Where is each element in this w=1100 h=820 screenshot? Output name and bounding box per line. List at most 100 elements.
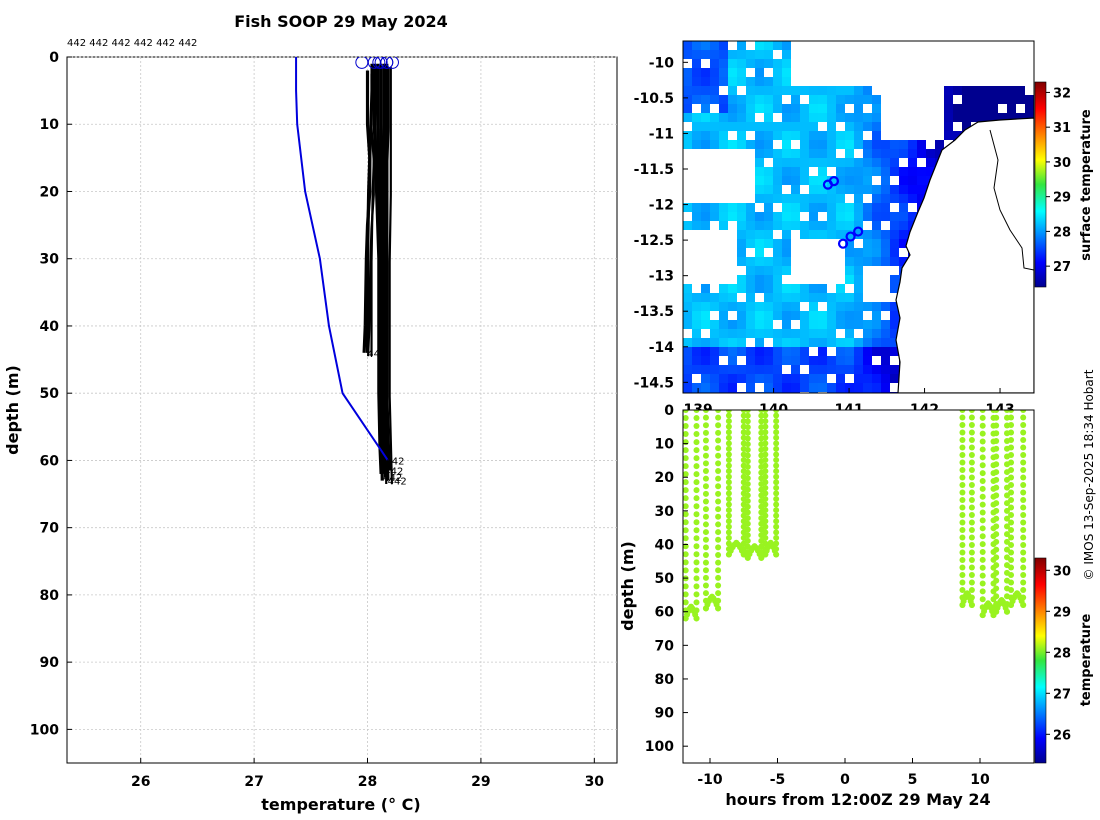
profile-y-tick-label: 10 <box>40 117 60 133</box>
sst-cell <box>764 86 773 95</box>
sst-cell <box>782 68 791 77</box>
time-depth-point <box>702 422 709 429</box>
sst-cell <box>692 131 701 140</box>
sst-cell <box>827 203 836 212</box>
time-depth-point <box>968 496 975 503</box>
sst-cell <box>845 293 854 302</box>
sst-cell <box>818 311 827 320</box>
profile-y-tick-label: 30 <box>40 252 60 268</box>
time-depth-point <box>773 546 780 553</box>
sst-cell <box>872 320 881 329</box>
sst-cell <box>908 149 917 158</box>
time-depth-point <box>1008 564 1015 571</box>
sst-cell <box>692 365 701 374</box>
sst-cell <box>890 329 899 338</box>
time-depth-y-axis-label: depth (m) <box>618 541 637 631</box>
time-depth-point <box>1008 451 1015 458</box>
sst-cell <box>872 131 881 140</box>
sst-cell <box>908 185 917 194</box>
time-depth-point <box>968 534 975 541</box>
time-depth-point <box>715 513 722 520</box>
sst-cell <box>827 230 836 239</box>
time-depth-x-ticks: -10 -5 0 5 10 <box>697 758 990 788</box>
sst-cell <box>737 329 746 338</box>
sst-cell <box>782 293 791 302</box>
sst-cell <box>863 203 872 212</box>
sst-cell <box>854 383 863 392</box>
sst-cell <box>854 257 863 266</box>
map-y-tick-label: -13 <box>649 269 674 285</box>
sst-cell <box>755 320 764 329</box>
sst-cell <box>719 77 728 86</box>
profile-surface-marker <box>374 57 388 69</box>
sst-cell <box>746 212 755 221</box>
time-depth-point <box>758 554 765 561</box>
time-depth-point <box>1020 410 1027 413</box>
sst-cell <box>854 338 863 347</box>
sst-cell <box>782 86 791 95</box>
profile-end-label: 442 <box>367 349 386 360</box>
time-depth-point <box>683 439 689 446</box>
sst-cell <box>755 86 764 95</box>
sst-cell <box>1016 95 1025 104</box>
profile-y-tick-label: 100 <box>30 722 59 738</box>
time-depth-point <box>773 534 780 541</box>
profile-series-line <box>379 63 385 474</box>
sst-cell <box>719 320 728 329</box>
sst-cell <box>854 95 863 104</box>
time-depth-point <box>715 559 722 566</box>
sst-cell <box>827 158 836 167</box>
sst-cell <box>755 140 764 149</box>
sst-cell <box>899 185 908 194</box>
time-depth-point <box>715 506 722 513</box>
sst-cell <box>791 95 800 104</box>
sst-cell <box>881 176 890 185</box>
sst-cell <box>881 320 890 329</box>
sst-cell <box>827 293 836 302</box>
profile-y-tick-label: 70 <box>40 521 60 537</box>
time-depth-point <box>1004 523 1010 530</box>
sst-cell <box>692 122 701 131</box>
time-depth-point <box>702 410 709 413</box>
sst-cell <box>728 104 737 113</box>
time-depth-point <box>1004 507 1010 514</box>
time-depth-point <box>1020 466 1027 473</box>
sst-cell <box>836 302 845 311</box>
sst-cell <box>863 95 872 104</box>
sst-cell <box>872 122 881 131</box>
sst-cell <box>1025 113 1034 122</box>
sst-cell <box>899 257 908 266</box>
sst-cell <box>791 293 800 302</box>
time-depth-point <box>993 461 1000 468</box>
profile-end-label: 442 <box>388 477 407 488</box>
sst-cell <box>791 311 800 320</box>
sst-cell <box>773 383 782 392</box>
sst-cell <box>836 356 845 365</box>
time-depth-point <box>1020 549 1027 556</box>
sst-cell <box>728 383 737 392</box>
time-depth-point <box>725 512 732 519</box>
time-depth-point <box>993 523 1000 530</box>
sst-cell <box>701 68 710 77</box>
time-depth-y-tick-label: 60 <box>655 605 675 621</box>
sst-cell <box>719 374 728 383</box>
sst-cell <box>773 239 782 248</box>
time-depth-point <box>693 431 700 438</box>
time-depth-x-tick-label: -5 <box>770 772 786 788</box>
time-depth-point <box>702 544 709 551</box>
sst-cell <box>836 212 845 221</box>
sst-cell <box>782 113 791 122</box>
time-depth-point <box>744 446 751 453</box>
time-depth-point <box>693 599 700 606</box>
time-depth-y-tick-label: 100 <box>645 739 674 755</box>
sst-cell <box>773 221 782 230</box>
time-depth-point <box>993 593 1000 600</box>
time-depth-point <box>715 597 722 604</box>
sst-cell <box>845 329 854 338</box>
sst-cell <box>791 221 800 230</box>
sst-cell <box>836 131 845 140</box>
sst-cell <box>845 113 854 122</box>
sst-cell <box>719 59 728 68</box>
sst-cell <box>836 95 845 104</box>
sst-cell <box>890 257 899 266</box>
